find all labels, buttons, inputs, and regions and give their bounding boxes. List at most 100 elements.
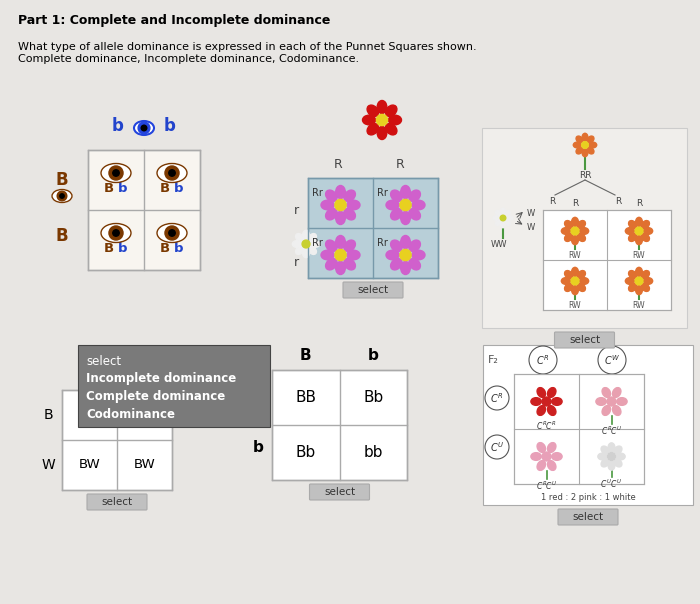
Ellipse shape xyxy=(386,250,399,260)
Circle shape xyxy=(400,249,411,260)
Text: $C^W$: $C^W$ xyxy=(604,353,620,367)
Text: R: R xyxy=(636,199,642,208)
Circle shape xyxy=(542,397,551,406)
FancyBboxPatch shape xyxy=(483,345,693,505)
Ellipse shape xyxy=(576,147,583,154)
Ellipse shape xyxy=(386,123,397,135)
Text: r: r xyxy=(293,204,299,216)
Text: b: b xyxy=(174,181,183,194)
Ellipse shape xyxy=(326,259,337,270)
Text: WW: WW xyxy=(491,240,508,249)
Ellipse shape xyxy=(344,259,356,270)
Ellipse shape xyxy=(505,211,510,216)
Circle shape xyxy=(165,166,179,180)
Ellipse shape xyxy=(629,271,636,278)
Ellipse shape xyxy=(101,164,131,182)
Text: b: b xyxy=(253,440,263,455)
Ellipse shape xyxy=(537,461,545,471)
Text: B: B xyxy=(43,408,52,422)
Text: Rr: Rr xyxy=(312,238,323,248)
Ellipse shape xyxy=(578,233,585,242)
Circle shape xyxy=(635,277,643,285)
Ellipse shape xyxy=(589,142,596,148)
Ellipse shape xyxy=(321,200,334,210)
Text: select: select xyxy=(358,285,388,295)
Ellipse shape xyxy=(565,220,573,228)
Circle shape xyxy=(335,199,346,211)
Ellipse shape xyxy=(386,105,397,117)
Text: RW: RW xyxy=(633,251,645,260)
Text: RR: RR xyxy=(579,171,592,180)
Ellipse shape xyxy=(582,133,588,141)
Text: $C^RC^U$: $C^RC^U$ xyxy=(601,425,622,437)
Text: b: b xyxy=(368,348,379,363)
Text: W: W xyxy=(41,458,55,472)
Text: Complete dominance, Incomplete dominance, Codominance.: Complete dominance, Incomplete dominance… xyxy=(18,54,359,64)
Ellipse shape xyxy=(598,453,607,460)
Text: Bb: Bb xyxy=(363,390,384,405)
Ellipse shape xyxy=(326,190,337,202)
Ellipse shape xyxy=(547,443,556,452)
Text: b: b xyxy=(112,117,124,135)
Text: What type of allele dominance is expressed in each of the Punnet Squares shown.: What type of allele dominance is express… xyxy=(18,42,477,52)
Text: $C^UC^U$: $C^UC^U$ xyxy=(601,478,622,490)
Ellipse shape xyxy=(412,250,425,260)
Circle shape xyxy=(57,191,66,201)
FancyBboxPatch shape xyxy=(62,390,172,490)
Circle shape xyxy=(141,125,147,131)
Ellipse shape xyxy=(629,220,636,228)
Ellipse shape xyxy=(326,208,337,220)
Ellipse shape xyxy=(386,200,399,210)
Ellipse shape xyxy=(587,147,594,154)
Ellipse shape xyxy=(641,220,650,228)
Ellipse shape xyxy=(377,126,387,140)
Ellipse shape xyxy=(500,221,505,228)
Text: F₂: F₂ xyxy=(488,355,498,365)
Ellipse shape xyxy=(625,278,634,284)
Ellipse shape xyxy=(295,234,304,242)
Text: RW: RW xyxy=(568,251,581,260)
Ellipse shape xyxy=(496,220,501,225)
Ellipse shape xyxy=(409,190,421,202)
Text: W: W xyxy=(527,223,536,233)
Ellipse shape xyxy=(412,200,425,210)
FancyBboxPatch shape xyxy=(78,345,270,427)
Text: b: b xyxy=(118,181,127,194)
Ellipse shape xyxy=(578,283,585,292)
Text: Incomplete dominance: Incomplete dominance xyxy=(86,372,237,385)
Ellipse shape xyxy=(602,406,610,416)
Circle shape xyxy=(400,199,411,211)
Ellipse shape xyxy=(547,388,556,397)
Ellipse shape xyxy=(157,223,187,242)
Ellipse shape xyxy=(302,249,309,258)
Ellipse shape xyxy=(134,121,154,135)
Circle shape xyxy=(169,230,175,236)
Ellipse shape xyxy=(636,236,643,245)
Ellipse shape xyxy=(496,211,501,216)
Ellipse shape xyxy=(641,271,650,278)
FancyBboxPatch shape xyxy=(88,150,200,270)
Ellipse shape xyxy=(578,220,585,228)
Ellipse shape xyxy=(309,234,316,242)
Ellipse shape xyxy=(617,397,627,405)
Ellipse shape xyxy=(602,388,610,397)
Ellipse shape xyxy=(400,211,410,225)
Ellipse shape xyxy=(391,208,402,220)
Text: $C^U$: $C^U$ xyxy=(490,440,504,454)
Circle shape xyxy=(582,142,589,149)
Text: 1 red : 2 pink : 1 white: 1 red : 2 pink : 1 white xyxy=(540,492,636,501)
Text: b: b xyxy=(118,242,127,254)
Ellipse shape xyxy=(552,397,562,405)
Ellipse shape xyxy=(389,115,402,125)
Ellipse shape xyxy=(537,443,545,452)
Circle shape xyxy=(302,240,310,248)
Text: select: select xyxy=(324,487,355,497)
Text: R: R xyxy=(395,158,405,172)
Ellipse shape xyxy=(344,208,356,220)
Text: R: R xyxy=(334,158,342,172)
Ellipse shape xyxy=(505,220,510,225)
Text: Codominance: Codominance xyxy=(86,408,175,421)
Ellipse shape xyxy=(409,259,421,270)
Circle shape xyxy=(571,227,579,235)
Ellipse shape xyxy=(614,459,622,467)
